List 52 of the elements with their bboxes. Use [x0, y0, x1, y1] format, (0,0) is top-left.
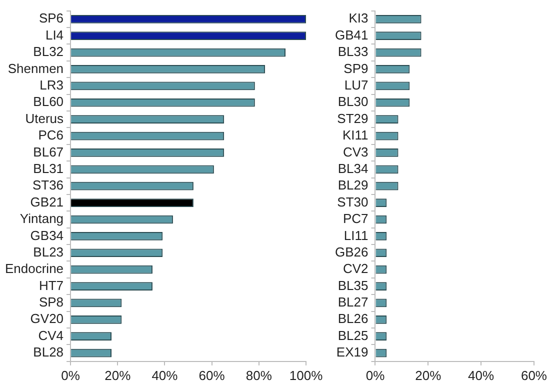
y-tick-label: CV3	[342, 144, 368, 160]
y-tick-label: HT7	[38, 278, 64, 293]
x-tick-label: 20%	[104, 368, 132, 383]
x-tick-label: 60%	[520, 368, 548, 383]
y-tick-label: BL31	[33, 160, 64, 176]
x-tick-label: 40%	[152, 368, 178, 383]
y-tick-label: LI11	[344, 228, 368, 243]
y-tick-label: BL26	[338, 311, 368, 326]
y-tick-label: ST29	[337, 110, 368, 126]
y-tick-label: Yintang	[20, 211, 64, 226]
y-tick-label: LR3	[40, 78, 64, 93]
y-tick-label: Shenmen	[8, 60, 64, 76]
y-tick-label: KI3	[348, 10, 368, 26]
y-tick-label: LI4	[45, 27, 64, 42]
y-tick-label: BL60	[33, 94, 64, 110]
y-tick-label: BL25	[338, 328, 368, 343]
y-tick-label: SP8	[38, 294, 64, 310]
y-tick-label: SP6	[38, 10, 64, 26]
y-tick-label: GB41	[334, 27, 368, 42]
y-tick-label: GB34	[30, 228, 64, 243]
x-tick-label: 0%	[366, 368, 386, 383]
y-tick-label: Endocrine	[4, 261, 64, 276]
y-tick-label: LU7	[344, 78, 368, 93]
x-tick-label: 100%	[289, 368, 324, 383]
y-tick-label: GV20	[30, 311, 64, 326]
y-tick-label: BL29	[338, 178, 368, 193]
y-tick-label: CV4	[38, 328, 64, 343]
y-tick-label: GB21	[30, 194, 64, 210]
y-tick-label: Uterus	[25, 110, 64, 126]
y-tick-label: BL27	[338, 294, 368, 310]
y-tick-label: KI11	[342, 128, 368, 143]
y-tick-label: GB26	[334, 244, 368, 260]
y-tick-label: BL33	[338, 44, 368, 60]
x-tick-label: 0%	[61, 368, 80, 383]
y-tick-label: BL23	[33, 244, 64, 260]
y-tick-label: PC7	[342, 211, 368, 226]
y-tick-label: EX19	[336, 344, 368, 360]
x-tick-label: 60%	[198, 368, 226, 383]
y-tick-label: ST30	[337, 194, 368, 210]
y-tick-label: SP9	[344, 60, 368, 76]
y-tick-label: BL35	[338, 278, 368, 293]
y-tick-label: BL30	[338, 94, 368, 110]
y-tick-label: BL28	[33, 344, 64, 360]
x-tick-label: 40%	[468, 368, 495, 383]
y-tick-label: CV2	[342, 261, 368, 276]
y-tick-label: BL32	[33, 44, 64, 60]
x-tick-label: 20%	[415, 368, 442, 383]
x-tick-label: 80%	[246, 368, 272, 383]
y-tick-label: ST36	[32, 178, 64, 193]
y-tick-label: BL34	[338, 160, 368, 176]
y-tick-label: PC6	[38, 128, 64, 143]
y-tick-label: BL67	[33, 144, 64, 160]
